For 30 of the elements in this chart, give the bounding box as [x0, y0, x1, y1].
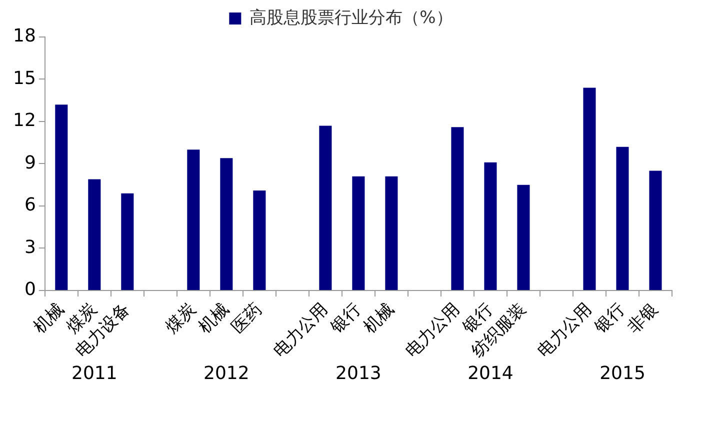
- y-tick-label: 3: [24, 236, 36, 258]
- bar: [451, 127, 464, 290]
- bar: [253, 190, 266, 290]
- text: 2014: [468, 363, 514, 384]
- text: 2012: [204, 363, 250, 384]
- bar: [121, 193, 134, 290]
- text: 2013: [336, 363, 382, 384]
- bar: [385, 176, 398, 290]
- bar: [220, 158, 233, 290]
- y-tick-label: 18: [13, 26, 36, 47]
- bar: [649, 170, 662, 290]
- y-tick-label: 6: [24, 194, 36, 216]
- text: 2011: [72, 363, 118, 384]
- bar: [352, 176, 365, 290]
- legend-label: 高股息股票行业分布（%）: [250, 8, 453, 28]
- bar: [517, 184, 530, 290]
- bar: [583, 88, 596, 290]
- y-tick-label: 0: [24, 279, 36, 300]
- bar: [319, 126, 332, 290]
- bar: [484, 162, 497, 290]
- bar: [55, 104, 68, 290]
- text: 2015: [600, 363, 646, 384]
- bar: [88, 179, 101, 290]
- y-tick-label: 12: [13, 110, 36, 132]
- x-tick-label: 非银: [624, 299, 662, 338]
- bar: [187, 150, 200, 290]
- x-tick-label: 机械: [360, 299, 398, 338]
- bar: [616, 146, 629, 290]
- y-tick-label: 15: [13, 68, 36, 89]
- y-tick-label: 9: [24, 152, 36, 174]
